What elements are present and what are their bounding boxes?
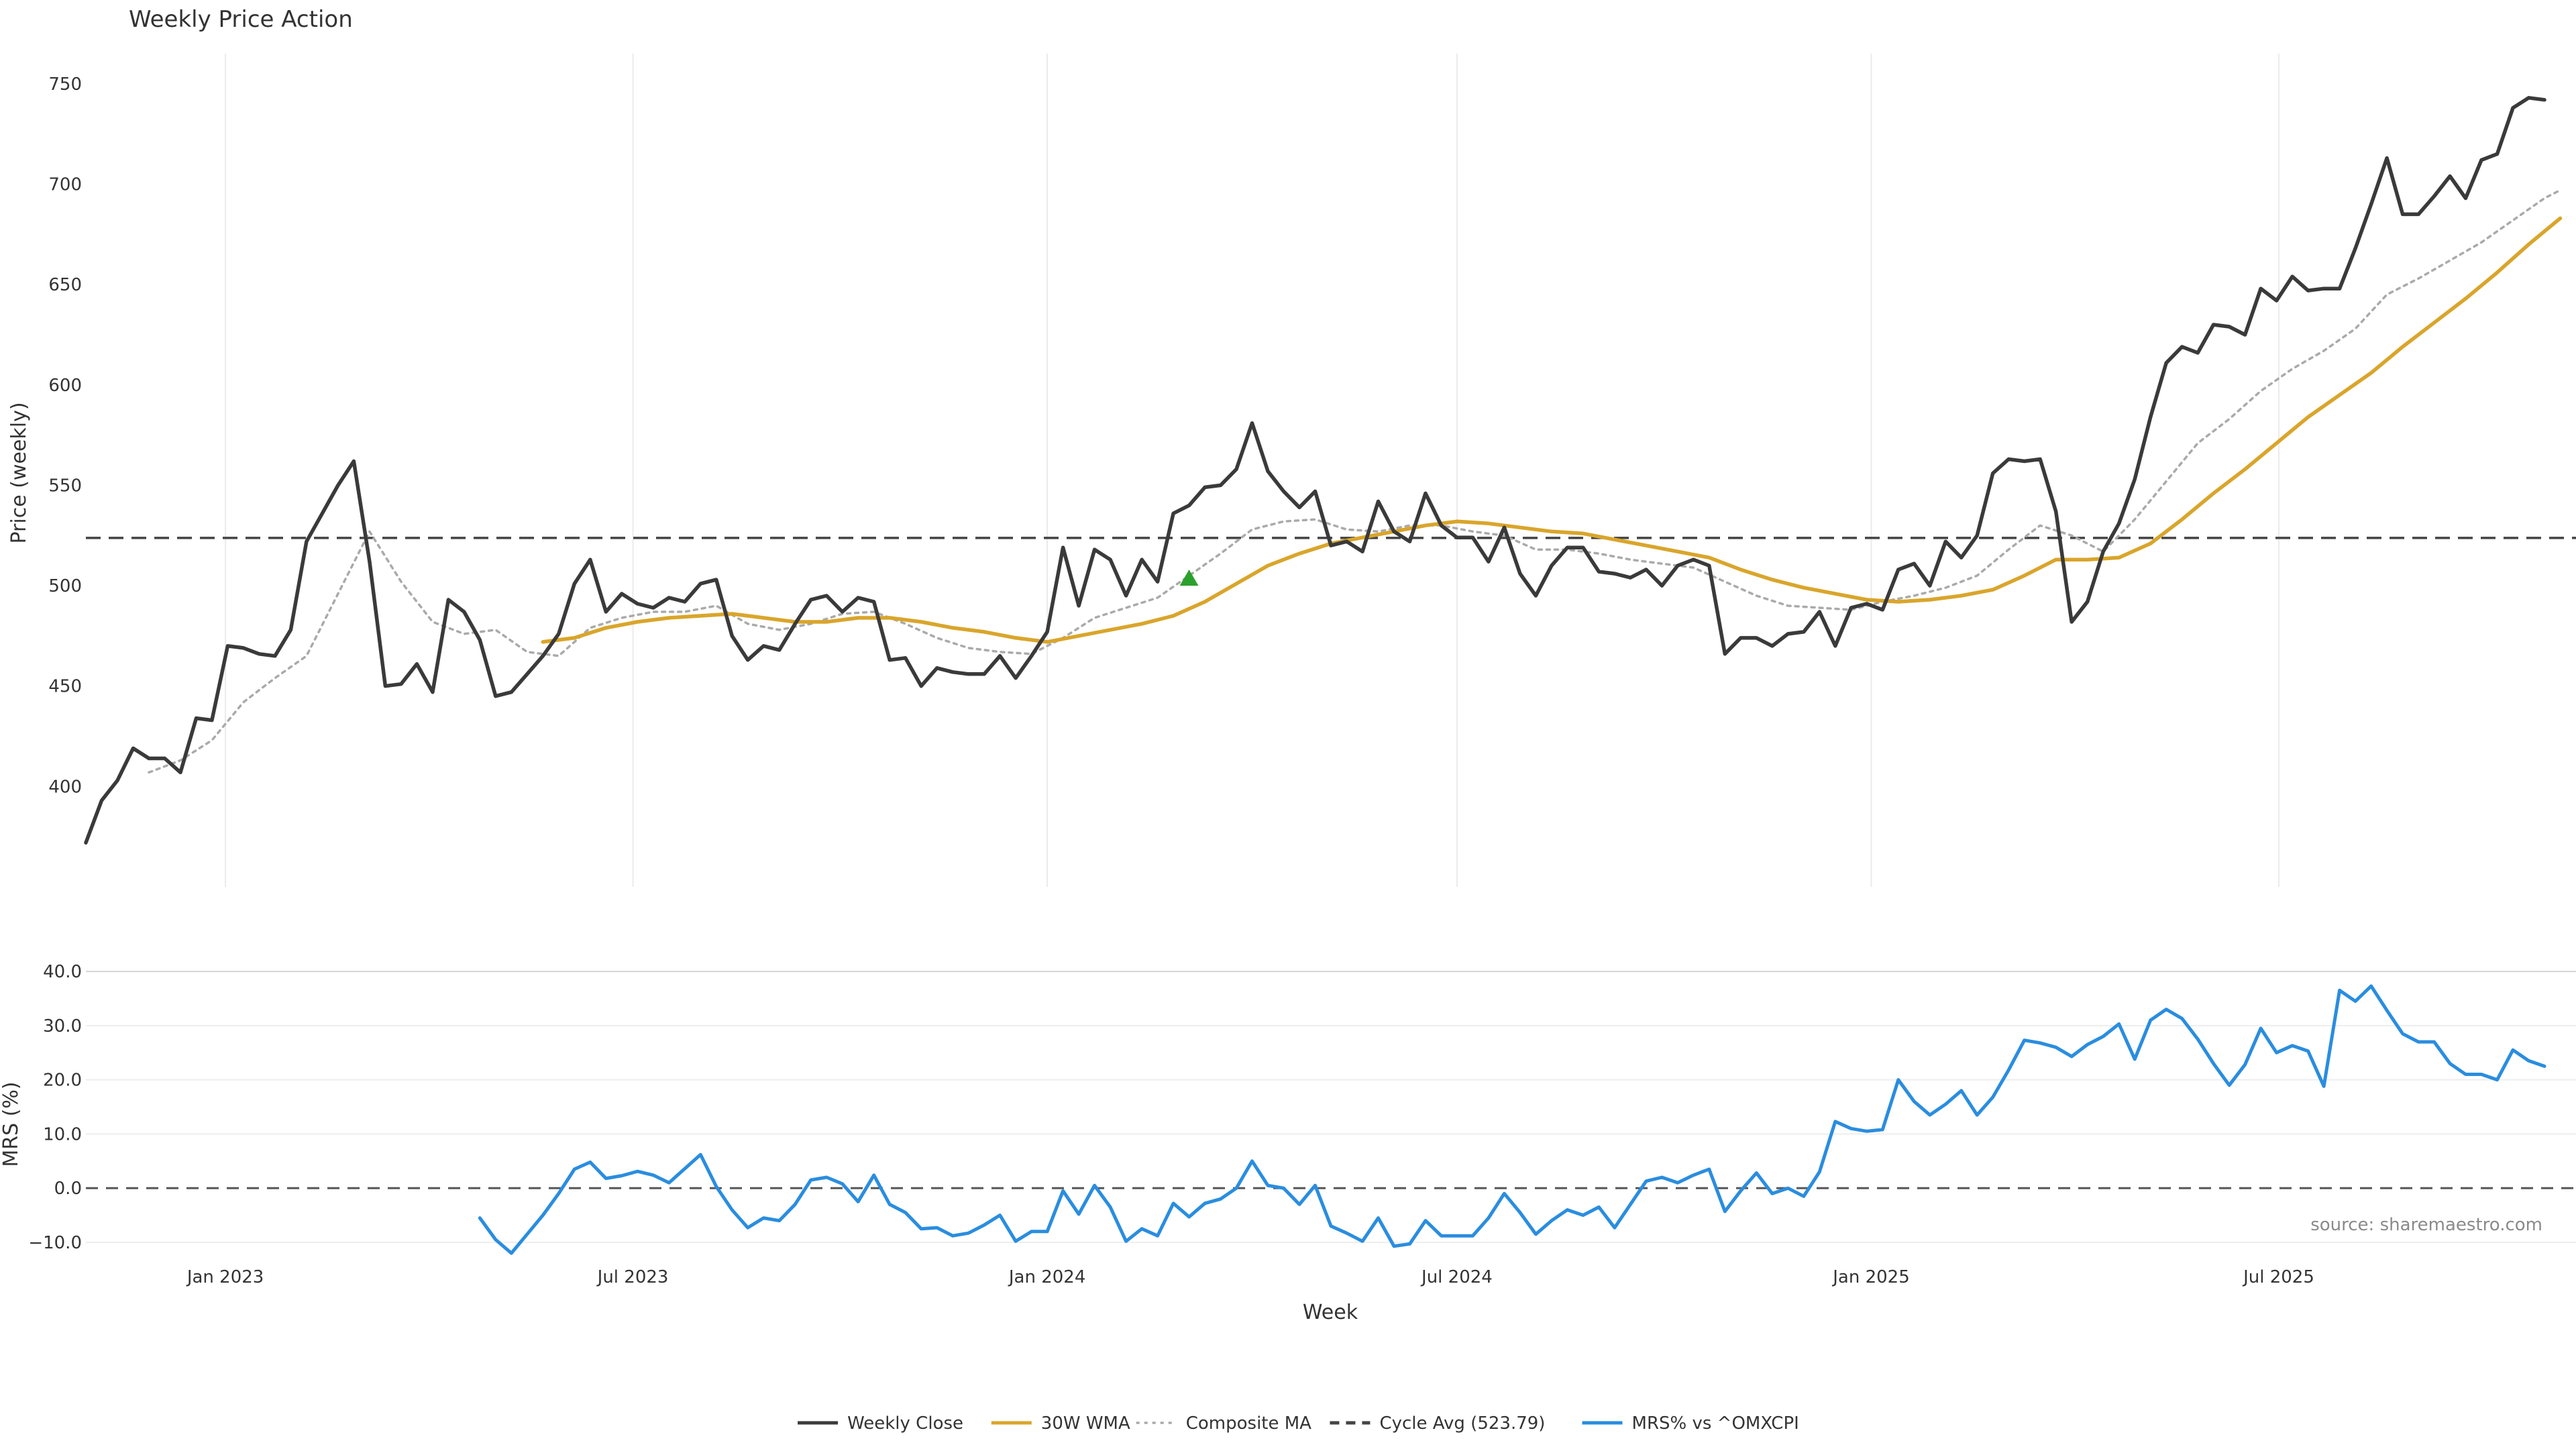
weekly-close-line	[84, 96, 2546, 845]
legend-item-cycle-avg-523-79: Cycle Avg (523.79)	[1330, 1413, 1545, 1434]
mrs-y-axis-label: MRS (%)	[0, 1081, 23, 1167]
x-tick-label: Jul 2023	[596, 1267, 669, 1287]
x-tick-label: Jul 2024	[1420, 1267, 1493, 1287]
x-tick-label: Jan 2023	[186, 1267, 264, 1287]
price-y-tick-label: 400	[48, 777, 82, 797]
mrs-line	[478, 984, 2546, 1255]
composite-ma-line	[148, 189, 2562, 774]
legend-label: MRS% vs ^OMXCPI	[1632, 1413, 1799, 1434]
price-y-tick-label: 450	[48, 677, 82, 697]
price-y-tick-label: 700	[48, 175, 82, 195]
legend-label: 30W WMA	[1041, 1413, 1130, 1434]
legend-item-weekly-close: Weekly Close	[798, 1413, 963, 1434]
mrs-y-tick-label: −10.0	[28, 1233, 82, 1253]
x-tick-label: Jan 2024	[1008, 1267, 1086, 1287]
x-axis-label: Week	[1303, 1301, 1358, 1324]
price-y-tick-label: 650	[48, 275, 82, 295]
legend-label: Cycle Avg (523.79)	[1379, 1413, 1545, 1434]
chart-title: Weekly Price Action	[129, 6, 353, 33]
price-y-tick-label: 600	[48, 376, 82, 396]
legend-label: Weekly Close	[847, 1413, 963, 1434]
price-y-tick-label: 500	[48, 576, 82, 596]
mrs-panel: −10.0 0.0 10.0 20.0 30.0 40.0	[28, 962, 2576, 1255]
legend-item-mrs-vs-omxcpi: MRS% vs ^OMXCPI	[1582, 1413, 1799, 1434]
legend-item-composite-ma: Composite MA	[1136, 1413, 1311, 1434]
mrs-y-tick-label: 30.0	[43, 1016, 82, 1036]
mrs-y-tick-label: 20.0	[43, 1071, 82, 1091]
legend: Weekly Close 30W WMA Composite MA Cycle Avg…	[798, 1413, 1799, 1434]
30w-wma-line	[541, 216, 2563, 644]
mrs-y-tick-label: 10.0	[43, 1124, 82, 1144]
price-y-tick-label: 750	[48, 74, 82, 95]
x-tick-label: Jan 2025	[1831, 1267, 1910, 1287]
source-annotation: source: sharemaestro.com	[2310, 1215, 2542, 1235]
price-panel: 400 450 500 550 600 650 700 750	[48, 54, 2576, 887]
x-tick-label: Jul 2025	[2242, 1267, 2314, 1287]
mrs-y-tick-label: 40.0	[43, 962, 82, 982]
mrs-y-tick-label: 0.0	[54, 1179, 82, 1199]
price-y-axis-label: Price (weekly)	[7, 402, 31, 543]
legend-label: Composite MA	[1186, 1413, 1311, 1434]
legend-item-30w-wma: 30W WMA	[991, 1413, 1130, 1434]
price-y-tick-label: 550	[48, 476, 82, 496]
x-axis: Jan 2023 Jul 2023 Jan 2024 Jul 2024 Jan 2025…	[186, 1267, 2314, 1287]
signal-triangle-marker	[1179, 570, 1199, 586]
